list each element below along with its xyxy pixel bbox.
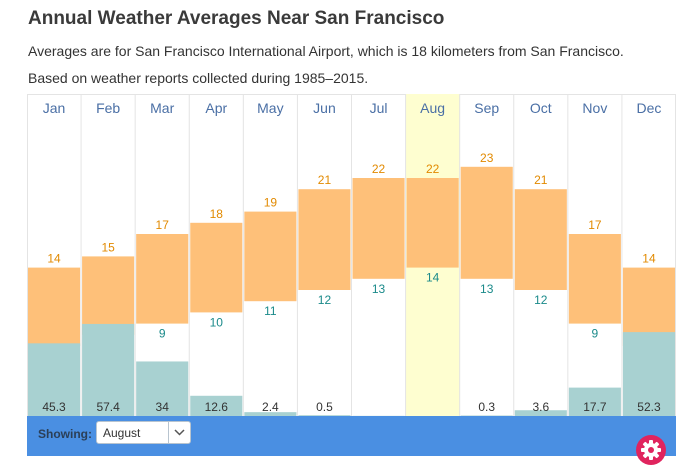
high-temperature-label: 18 — [210, 207, 224, 221]
temperature-range-bar — [569, 234, 621, 324]
month-control-bar: Showing: August — [27, 416, 676, 456]
page-subtitle-airport: Averages are for San Francisco Internati… — [28, 43, 624, 59]
high-temperature-label: 21 — [318, 173, 332, 187]
low-temperature-label: 12 — [318, 293, 332, 307]
month-select-value: August — [103, 426, 140, 440]
chevron-down-icon[interactable] — [168, 422, 190, 443]
low-temperature-label: 12 — [534, 293, 548, 307]
low-temperature-label: 14 — [426, 271, 440, 285]
precipitation-label: 2.4 — [262, 400, 279, 414]
low-temperature-label: 13 — [480, 282, 494, 296]
precipitation-label: 34 — [156, 400, 170, 414]
month-label: Mar — [150, 100, 174, 116]
high-temperature-label: 21 — [534, 173, 548, 187]
low-temperature-label: 11 — [264, 304, 277, 318]
low-temperature-label: 10 — [210, 315, 224, 329]
low-temperature-label: 9 — [159, 327, 166, 341]
month-label: Jun — [313, 100, 336, 116]
month-label: Oct — [530, 100, 552, 116]
month-label: Nov — [582, 100, 607, 116]
temperature-range-bar — [190, 223, 242, 313]
temperature-range-bar — [407, 178, 459, 268]
gear-icon — [636, 435, 666, 465]
precipitation-label: 3.6 — [532, 400, 549, 414]
precipitation-label: 17.7 — [583, 400, 607, 414]
precipitation-label: 52.3 — [637, 400, 661, 414]
temperature-range-bar — [461, 167, 513, 279]
showing-label: Showing: — [38, 427, 92, 441]
temperature-range-bar — [515, 189, 567, 290]
temperature-range-bar — [244, 212, 296, 302]
high-temperature-label: 19 — [264, 196, 278, 210]
high-temperature-label: 23 — [480, 151, 494, 165]
temperature-range-bar — [136, 234, 188, 324]
month-select[interactable]: August — [96, 421, 191, 444]
month-label: May — [257, 100, 283, 116]
month-label: Dec — [637, 100, 662, 116]
temperature-range-bar — [28, 268, 80, 346]
precipitation-label: 45.3 — [42, 400, 66, 414]
precipitation-label: 0.5 — [316, 400, 333, 414]
low-temperature-label: 13 — [372, 282, 386, 296]
high-temperature-label: 14 — [642, 252, 656, 266]
temperature-range-bar — [353, 178, 405, 279]
precipitation-label: 0.3 — [478, 400, 495, 414]
high-temperature-label: 14 — [47, 252, 61, 266]
settings-button[interactable] — [636, 435, 666, 465]
weather-chart: Jan14745.3Feb15857.4Mar17934Apr181012.6M… — [27, 94, 676, 416]
precipitation-label: 57.4 — [96, 400, 120, 414]
month-label: Apr — [205, 100, 227, 116]
high-temperature-label: 17 — [156, 218, 170, 232]
high-temperature-label: 15 — [101, 240, 115, 254]
high-temperature-label: 22 — [426, 162, 440, 176]
page-title: Annual Weather Averages Near San Francis… — [28, 8, 444, 30]
high-temperature-label: 17 — [588, 218, 602, 232]
month-label: Sep — [474, 100, 499, 116]
low-temperature-label: 9 — [592, 327, 599, 341]
high-temperature-label: 22 — [372, 162, 386, 176]
page-subtitle-period: Based on weather reports collected durin… — [28, 70, 368, 86]
precipitation-label: 12.6 — [205, 400, 229, 414]
month-label: Jul — [370, 100, 388, 116]
month-label: Feb — [96, 100, 120, 116]
month-label: Jan — [43, 100, 66, 116]
temperature-range-bar — [82, 256, 134, 334]
month-label: Aug — [420, 100, 445, 116]
temperature-range-bar — [298, 189, 350, 290]
